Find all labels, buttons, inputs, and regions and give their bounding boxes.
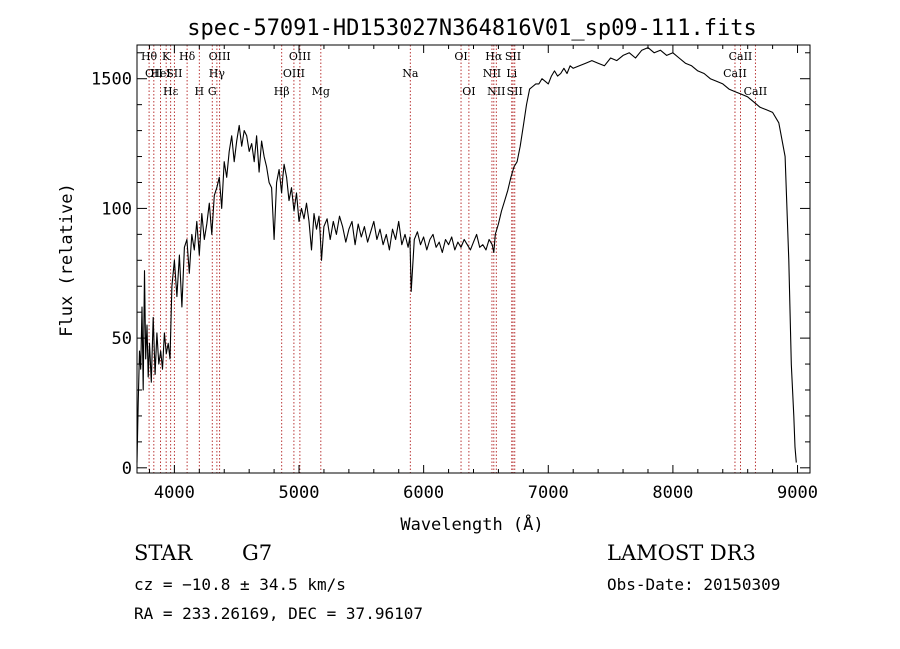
object-type: STAR (134, 541, 193, 565)
x-tick-label: 8000 (652, 483, 693, 503)
x-tick-label: 9000 (777, 483, 818, 503)
line-label: OIII (283, 67, 305, 80)
redshift-velocity: cz = −10.8 ± 34.5 km/s (134, 575, 346, 594)
line-label: OII (145, 67, 163, 80)
line-label: SII (166, 67, 182, 80)
chart-title: spec-57091-HD153027N364816V01_sp09-111.f… (187, 16, 757, 41)
line-label: SII (507, 85, 523, 98)
x-axis-label: Wavelength (Å) (400, 513, 543, 535)
line-label: CaII (744, 85, 768, 98)
line-label: G (208, 85, 217, 98)
x-tick-label: 6000 (403, 483, 444, 503)
y-tick-label: 0 (122, 459, 132, 479)
line-label: Hα (485, 50, 503, 63)
x-axis: 4000 5000 6000 7000 8000 9000 (148, 45, 818, 503)
line-label: Hδ (179, 50, 196, 63)
line-label: Hγ (209, 67, 226, 80)
line-label: OI (454, 50, 467, 63)
line-label: NII (487, 85, 505, 98)
line-label: Li (506, 67, 517, 80)
line-label: NII (483, 67, 501, 80)
line-label: Hε (163, 85, 179, 98)
line-label: OIII (209, 50, 231, 63)
line-label: CaII (729, 50, 753, 63)
line-label: H (195, 85, 205, 98)
y-tick-label: 100 (101, 199, 132, 219)
line-label: OIII (289, 50, 311, 63)
spectrum-line (136, 47, 797, 463)
x-tick-label: 7000 (528, 483, 569, 503)
line-label: SII (505, 50, 521, 63)
x-tick-label: 5000 (279, 483, 320, 503)
coordinates: RA = 233.26169, DEC = 37.96107 (134, 604, 423, 623)
line-label: OI (462, 85, 475, 98)
line-label: K (162, 50, 171, 63)
line-label: Mg (312, 85, 330, 98)
observation-date: Obs-Date: 20150309 (607, 575, 780, 594)
spectral-line-markers (148, 45, 756, 473)
spectral-subclass: G7 (242, 541, 272, 565)
survey-name: LAMOST DR3 (607, 541, 756, 565)
line-label: CaII (723, 67, 747, 80)
line-label: HeI (150, 67, 170, 80)
y-axis-label: Flux (relative) (57, 183, 77, 337)
x-tick-label: 4000 (154, 483, 195, 503)
line-label: Na (402, 67, 419, 80)
line-label: Hθ (141, 50, 158, 63)
y-tick-label: 1500 (91, 70, 132, 90)
y-axis: 0 50 100 1500 (91, 52, 810, 479)
plot-frame (136, 44, 811, 474)
y-tick-label: 50 (112, 329, 132, 349)
line-label: Hβ (274, 85, 290, 98)
